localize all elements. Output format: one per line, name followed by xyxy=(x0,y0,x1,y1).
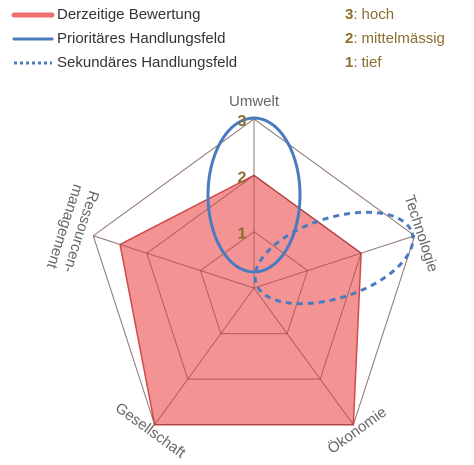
level-value: 1 xyxy=(345,54,358,71)
level-value: 2 xyxy=(345,30,358,47)
level-value: 3 xyxy=(345,6,358,23)
priority-ellipse xyxy=(206,116,302,274)
r-tick-label: 3 xyxy=(238,113,247,130)
secondary-ellipse xyxy=(253,210,415,306)
axis-spoke-overlay xyxy=(154,287,255,426)
series-area xyxy=(119,174,362,426)
grid-ring-overlay xyxy=(146,174,362,380)
grid-ring-overlay xyxy=(199,231,309,335)
axis-spoke-overlay xyxy=(253,287,354,426)
grid-ring-overlay xyxy=(92,118,416,426)
r-tick-label: 2 xyxy=(238,169,247,186)
axis-label: Umwelt xyxy=(229,92,280,110)
legend-label: Prioritäres Handlungsfeld xyxy=(57,30,226,47)
level-legend: 2mittelmässig xyxy=(345,30,445,47)
legend-label: Sekundäres Handlungsfeld xyxy=(57,54,238,71)
axis-spoke-overlay xyxy=(93,235,255,289)
level-label: tief xyxy=(361,54,382,71)
legend-label: Derzeitige Bewertung xyxy=(57,6,201,23)
level-label: mittelmässig xyxy=(361,30,445,47)
level-legend: 1tief xyxy=(345,54,382,71)
level-label: hoch xyxy=(361,6,395,23)
level-legend: 3hoch xyxy=(345,6,394,23)
axis-spoke-overlay xyxy=(253,235,415,289)
r-tick-label: 1 xyxy=(238,226,247,243)
